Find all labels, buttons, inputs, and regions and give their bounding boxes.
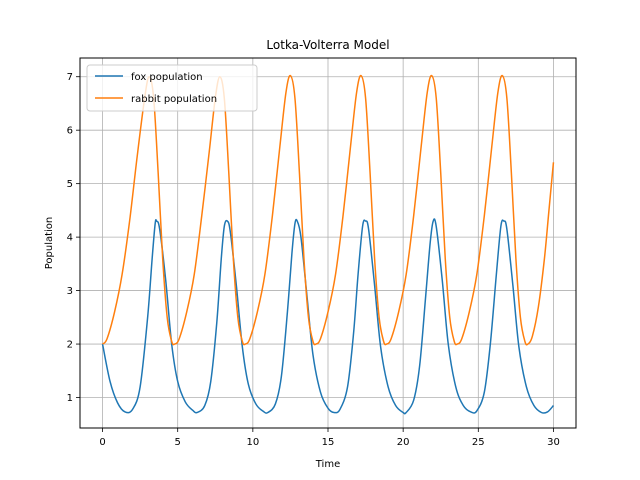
grid (80, 58, 576, 428)
series-layer (101, 74, 555, 415)
y-tick-label: 5 (67, 179, 73, 190)
legend-box (86, 64, 258, 112)
chart-title: Lotka-Volterra Model (266, 38, 389, 52)
y-tick-label: 1 (67, 393, 73, 404)
legend-label-rabbit: rabbit population (131, 94, 217, 105)
x-axis-label: Time (315, 459, 340, 470)
y-tick-label: 2 (67, 340, 73, 351)
legend-label-fox: fox population (131, 72, 203, 83)
ticks: 0 5 10 15 20 25 30 1 2 3 4 5 6 7 (67, 72, 560, 448)
series-line-rabbit-population (101, 74, 555, 346)
y-tick-label: 6 (67, 126, 73, 137)
y-tick-label: 4 (67, 233, 73, 244)
y-tick-label: 7 (67, 72, 73, 83)
y-tick-label: 3 (67, 286, 73, 297)
series-line-fox-population (101, 218, 555, 415)
x-tick-label: 25 (472, 437, 485, 448)
x-tick-label: 0 (99, 437, 105, 448)
x-tick-label: 10 (246, 437, 259, 448)
x-tick-label: 15 (322, 437, 335, 448)
x-tick-label: 30 (547, 437, 560, 448)
y-axis-label: Population (44, 217, 55, 270)
x-tick-label: 5 (175, 437, 181, 448)
x-tick-label: 20 (397, 437, 410, 448)
legend: fox population rabbit population (86, 64, 258, 112)
